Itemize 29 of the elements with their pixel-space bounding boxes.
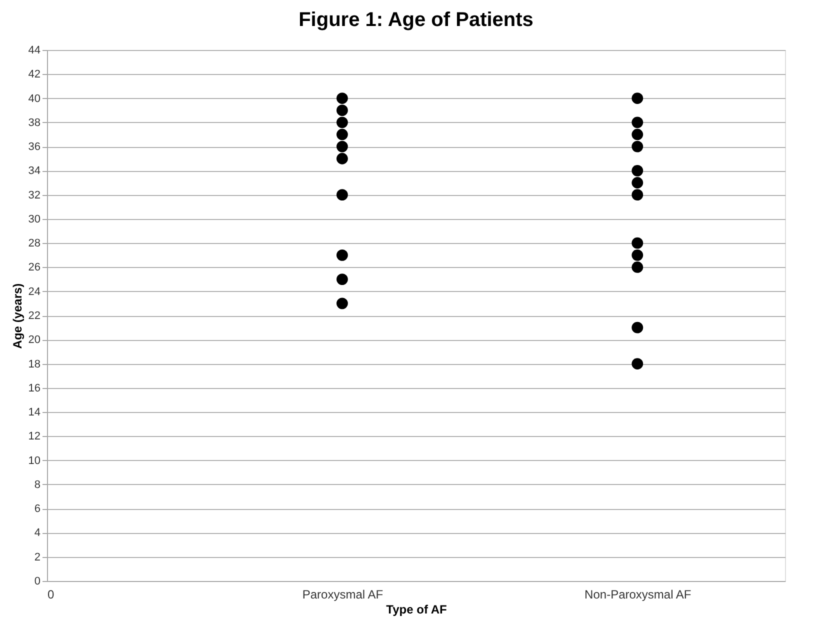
y-tick-label: 30 <box>28 213 40 226</box>
y-tick-label: 2 <box>34 551 40 564</box>
y-tick-label: 16 <box>28 382 40 394</box>
y-tick-label: 28 <box>28 238 40 250</box>
y-tick-label: 44 <box>28 44 40 56</box>
y-tick-label: 32 <box>28 189 40 202</box>
y-tick-label: 24 <box>28 286 40 298</box>
y-tick-label: 36 <box>28 141 40 154</box>
y-tick-label: 8 <box>34 478 40 491</box>
y-tick-label: 42 <box>28 68 40 81</box>
y-tick-label: 34 <box>28 165 40 178</box>
y-tick-label: 6 <box>34 503 40 516</box>
y-tick-label: 18 <box>28 358 40 370</box>
x-tick-label: Non-Paroxysmal AF <box>584 588 692 602</box>
y-tick-label: 10 <box>28 454 40 467</box>
y-tick-label: 0 <box>34 576 40 588</box>
y-tick-label: 12 <box>28 430 40 443</box>
y-tick-label: 20 <box>28 334 40 346</box>
y-tick-label: 38 <box>28 116 40 129</box>
y-tick-label: 26 <box>28 262 40 274</box>
chart-title: Figure 1: Age of Patients <box>298 9 534 31</box>
y-tick-label: 4 <box>34 527 40 540</box>
x-axis-title: Type of AF <box>386 602 447 616</box>
x-tick-label: 0 <box>48 588 54 602</box>
y-tick-label: 14 <box>28 406 40 419</box>
x-tick-label: Paroxysmal AF <box>302 588 384 602</box>
y-axis-title: Age (years) <box>10 283 24 349</box>
y-tick-label: 40 <box>28 92 40 105</box>
y-tick-label: 22 <box>28 310 40 322</box>
